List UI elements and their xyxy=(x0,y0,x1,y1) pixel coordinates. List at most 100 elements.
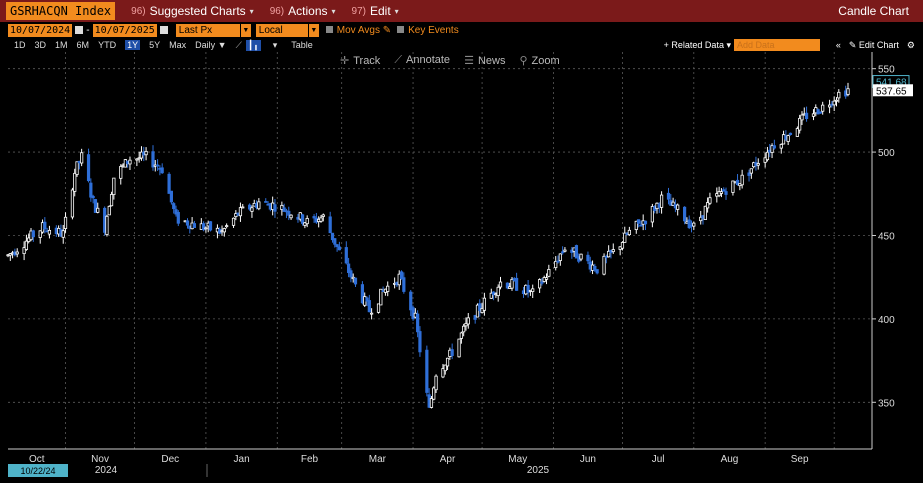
pencil-icon[interactable]: ✎ xyxy=(382,24,392,36)
candle-body xyxy=(15,251,19,255)
candle-body xyxy=(636,219,641,224)
candle-body xyxy=(135,158,139,161)
actions-menu[interactable]: 96) Actions ▾ xyxy=(270,4,336,18)
candle-body xyxy=(328,216,332,234)
candle-body xyxy=(740,174,744,186)
period-5y[interactable]: 5Y xyxy=(149,40,161,50)
candle-body xyxy=(344,247,348,264)
period-3d[interactable]: 3D xyxy=(34,40,47,50)
year-label: 2024 xyxy=(95,465,118,476)
candle-body xyxy=(620,242,625,249)
candle-body xyxy=(798,117,802,131)
candle-body xyxy=(457,338,461,358)
candle-body xyxy=(312,216,316,219)
candle-body xyxy=(86,154,91,182)
candle-body xyxy=(779,144,783,149)
x-month-label: Dec xyxy=(161,454,179,465)
candle-body xyxy=(257,201,261,210)
candle-body xyxy=(827,104,832,108)
news-tool[interactable]: ☰ News xyxy=(464,54,505,67)
edit-chart-label: Edit Chart xyxy=(858,40,899,50)
annotate-tool[interactable]: ⟋ Annotate xyxy=(394,54,450,67)
chevron-down-icon[interactable]: ▼ xyxy=(308,23,319,37)
chevron-down-icon[interactable]: ▼ xyxy=(240,23,251,37)
candle-body xyxy=(305,218,309,225)
chevron-down-icon: ▾ xyxy=(331,6,336,16)
cursor-date-box xyxy=(8,464,68,477)
candle-body xyxy=(441,368,445,378)
line-chart-icon[interactable]: ⟋ xyxy=(235,39,242,50)
candle-body xyxy=(443,364,447,372)
candle-body xyxy=(169,190,173,203)
candle-body xyxy=(770,145,774,153)
track-tool[interactable]: ✛ Track xyxy=(340,54,380,67)
edit-menu[interactable]: 97) Edit ▾ xyxy=(352,4,399,18)
candle-body xyxy=(167,173,171,194)
candle-body xyxy=(811,113,816,117)
key-events-toggle[interactable]: Key Events xyxy=(397,25,459,36)
y-tick-label: 350 xyxy=(878,398,895,409)
candle-body xyxy=(425,349,429,393)
zoom-tool[interactable]: ⚲ Zoom xyxy=(519,54,559,67)
candle-body xyxy=(174,209,178,215)
y-tick-label: 450 xyxy=(878,231,895,242)
price-field-select[interactable]: Last Px xyxy=(175,23,240,37)
candle-chart[interactable]: 350 400 450 500 550 Oct Nov Dec Jan Feb Mar Apr May J… xyxy=(0,52,923,483)
candle-body xyxy=(264,201,268,203)
candle-body xyxy=(558,253,562,261)
candle-body xyxy=(547,269,551,277)
candle-body xyxy=(160,167,164,174)
candle-body xyxy=(837,91,841,99)
security-ticker[interactable]: GSRHACQN Index xyxy=(6,2,116,20)
table-button[interactable]: Table xyxy=(291,40,313,50)
candle-body xyxy=(623,232,627,243)
candle-body xyxy=(821,104,825,112)
related-data-button[interactable]: + Related Data ▾ xyxy=(664,38,731,52)
candle-body xyxy=(248,204,252,210)
edit-chart-button[interactable]: ✎ Edit Chart xyxy=(849,38,899,52)
candle-body xyxy=(109,194,114,207)
candle-body xyxy=(337,246,341,251)
candle-chart-icon[interactable]: ┃╻ xyxy=(245,39,261,51)
candle-body xyxy=(634,220,638,231)
start-date-field[interactable]: 10/07/2024 xyxy=(8,23,73,37)
candle-body xyxy=(643,220,648,225)
candle-body xyxy=(475,304,480,318)
mov-avgs-toggle[interactable]: Mov Avgs ✎ xyxy=(325,24,392,36)
chevron-down-icon: ▾ xyxy=(394,6,399,16)
candle-body xyxy=(222,228,226,233)
candle-body xyxy=(434,375,438,391)
calendar-icon[interactable] xyxy=(159,26,168,34)
title-bar: GSRHACQN Index 96) Suggested Charts ▾ 96… xyxy=(0,0,923,22)
candle-body xyxy=(89,182,93,198)
candle-body xyxy=(289,214,293,219)
period-1m[interactable]: 1M xyxy=(55,40,68,50)
end-date-field[interactable]: 10/07/2025 xyxy=(92,23,157,37)
calendar-icon[interactable] xyxy=(75,26,84,34)
mov-avgs-label: Mov Avgs xyxy=(336,24,380,36)
candle-body xyxy=(107,205,111,216)
period-ytd[interactable]: YTD xyxy=(98,40,117,50)
candle-body xyxy=(105,215,109,235)
frequency-select[interactable]: Daily ▼ xyxy=(195,40,226,50)
collapse-icon[interactable]: « xyxy=(835,40,841,50)
candle-body xyxy=(22,247,26,255)
x-month-label: May xyxy=(508,454,527,465)
candle-body xyxy=(531,288,535,292)
crosshair-icon: ✛ xyxy=(340,54,350,67)
candle-body xyxy=(650,206,654,223)
gear-icon[interactable]: ⚙ xyxy=(906,40,915,50)
period-row: 1D 3D 1M 6M YTD 1Y 5Y Max Daily ▼ ⟋ ┃╻ ▾… xyxy=(0,38,923,52)
add-data-input[interactable]: Add Data xyxy=(734,39,820,51)
candle-body xyxy=(38,230,42,238)
x-month-label: Aug xyxy=(721,454,739,465)
candle-body xyxy=(353,277,358,285)
period-6m[interactable]: 6M xyxy=(76,40,90,50)
chevron-down-icon[interactable]: ▾ xyxy=(272,39,278,50)
period-1y[interactable]: 1Y xyxy=(125,40,141,50)
period-1d[interactable]: 1D xyxy=(14,40,26,50)
suggested-charts-menu[interactable]: 96) Suggested Charts ▾ xyxy=(131,4,254,18)
y-tick-label: 500 xyxy=(878,148,895,159)
period-max[interactable]: Max xyxy=(169,40,187,50)
currency-select[interactable]: Local CCY xyxy=(255,23,308,49)
